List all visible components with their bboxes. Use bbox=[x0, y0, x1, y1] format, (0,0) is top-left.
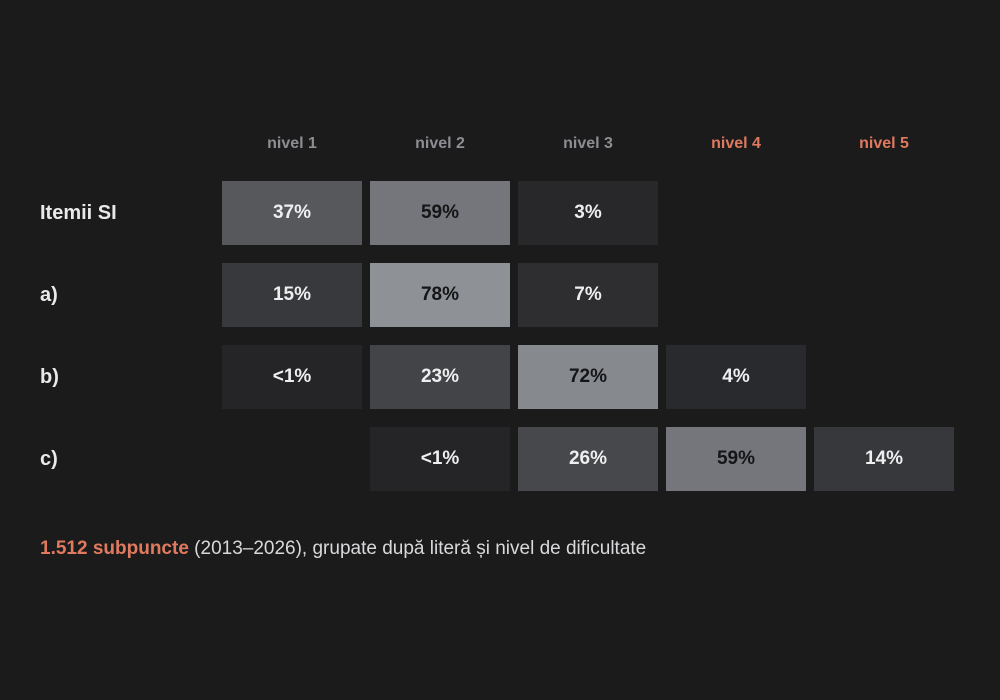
caption-text: (2013–2026), grupate după literă și nive… bbox=[188, 538, 647, 559]
row-label-3: b) bbox=[40, 366, 59, 388]
column-header-1: nivel 1 bbox=[267, 135, 317, 152]
heatmap-cell: 78% bbox=[370, 263, 510, 327]
column-header-3: nivel 3 bbox=[563, 135, 613, 152]
chart-caption: 1.512 subpuncte (2013–2026), grupate dup… bbox=[40, 538, 646, 560]
row-label-2: a) bbox=[40, 284, 58, 306]
heatmap-cell: 15% bbox=[222, 263, 362, 327]
heatmap-cell: 59% bbox=[370, 181, 510, 245]
heatmap-cell: 23% bbox=[370, 345, 510, 409]
column-header-4: nivel 4 bbox=[711, 135, 761, 152]
heatmap-cell: 7% bbox=[518, 263, 658, 327]
heatmap-cell: 59% bbox=[666, 427, 806, 491]
row-label-4: c) bbox=[40, 448, 58, 470]
heatmap-cell: 37% bbox=[222, 181, 362, 245]
caption-highlight: 1.512 subpuncte bbox=[40, 538, 189, 559]
column-header-5: nivel 5 bbox=[859, 135, 909, 152]
column-header-2: nivel 2 bbox=[415, 135, 465, 152]
heatmap-cell: 72% bbox=[518, 345, 658, 409]
heatmap-cell: 26% bbox=[518, 427, 658, 491]
heatmap-cell: <1% bbox=[370, 427, 510, 491]
row-label-1: Itemii SI bbox=[40, 202, 117, 224]
heatmap-cell: 4% bbox=[666, 345, 806, 409]
heatmap-cell: 3% bbox=[518, 181, 658, 245]
heatmap-cell: 14% bbox=[814, 427, 954, 491]
heatmap-cell: <1% bbox=[222, 345, 362, 409]
